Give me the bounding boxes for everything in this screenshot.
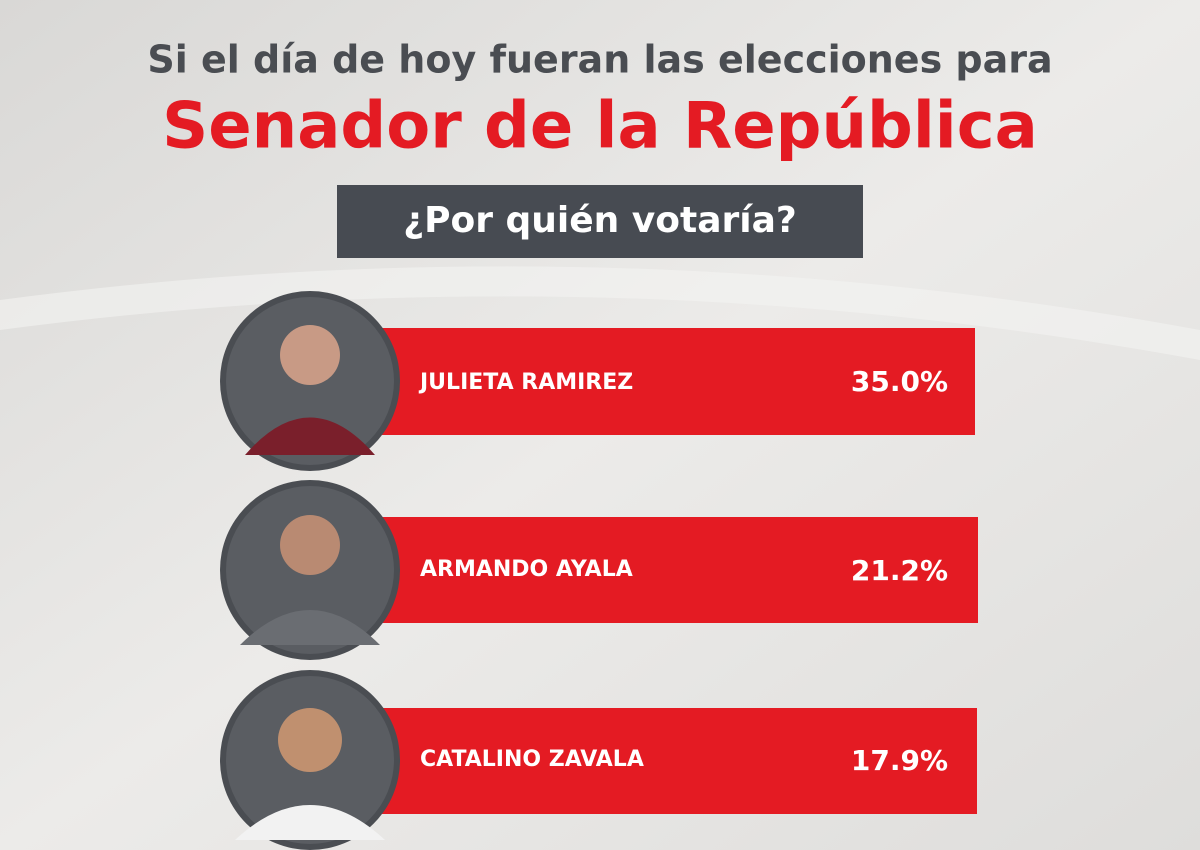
background-swoosh xyxy=(0,266,1200,360)
photo-body xyxy=(245,417,375,455)
candidate-row: JULIETA RAMIREZ 35.0% xyxy=(220,291,975,471)
bar xyxy=(380,708,977,814)
photo-body xyxy=(235,805,385,840)
title-line1: Si el día de hoy fueran las elecciones p… xyxy=(147,38,1052,82)
photo-head xyxy=(278,708,342,772)
candidate-name: JULIETA RAMIREZ xyxy=(418,370,633,395)
candidate-row: CATALINO ZAVALA 17.9% xyxy=(220,670,977,850)
candidate-percent: 17.9% xyxy=(851,744,948,777)
photo-head xyxy=(280,515,340,575)
question: ¿Por quién votaría? xyxy=(403,200,797,241)
candidate-row: ARMANDO AYALA 21.2% xyxy=(220,480,978,660)
candidate-percent: 21.2% xyxy=(851,554,948,587)
question-box xyxy=(337,185,863,258)
title-line2: Senador de la República xyxy=(162,90,1038,164)
bar xyxy=(380,517,978,623)
candidate-name: CATALINO ZAVALA xyxy=(420,747,644,772)
bar xyxy=(380,328,975,435)
photo-body xyxy=(240,610,380,645)
candidate-name: ARMANDO AYALA xyxy=(420,557,633,582)
photo-head xyxy=(280,325,340,385)
candidate-percent: 35.0% xyxy=(851,365,948,398)
